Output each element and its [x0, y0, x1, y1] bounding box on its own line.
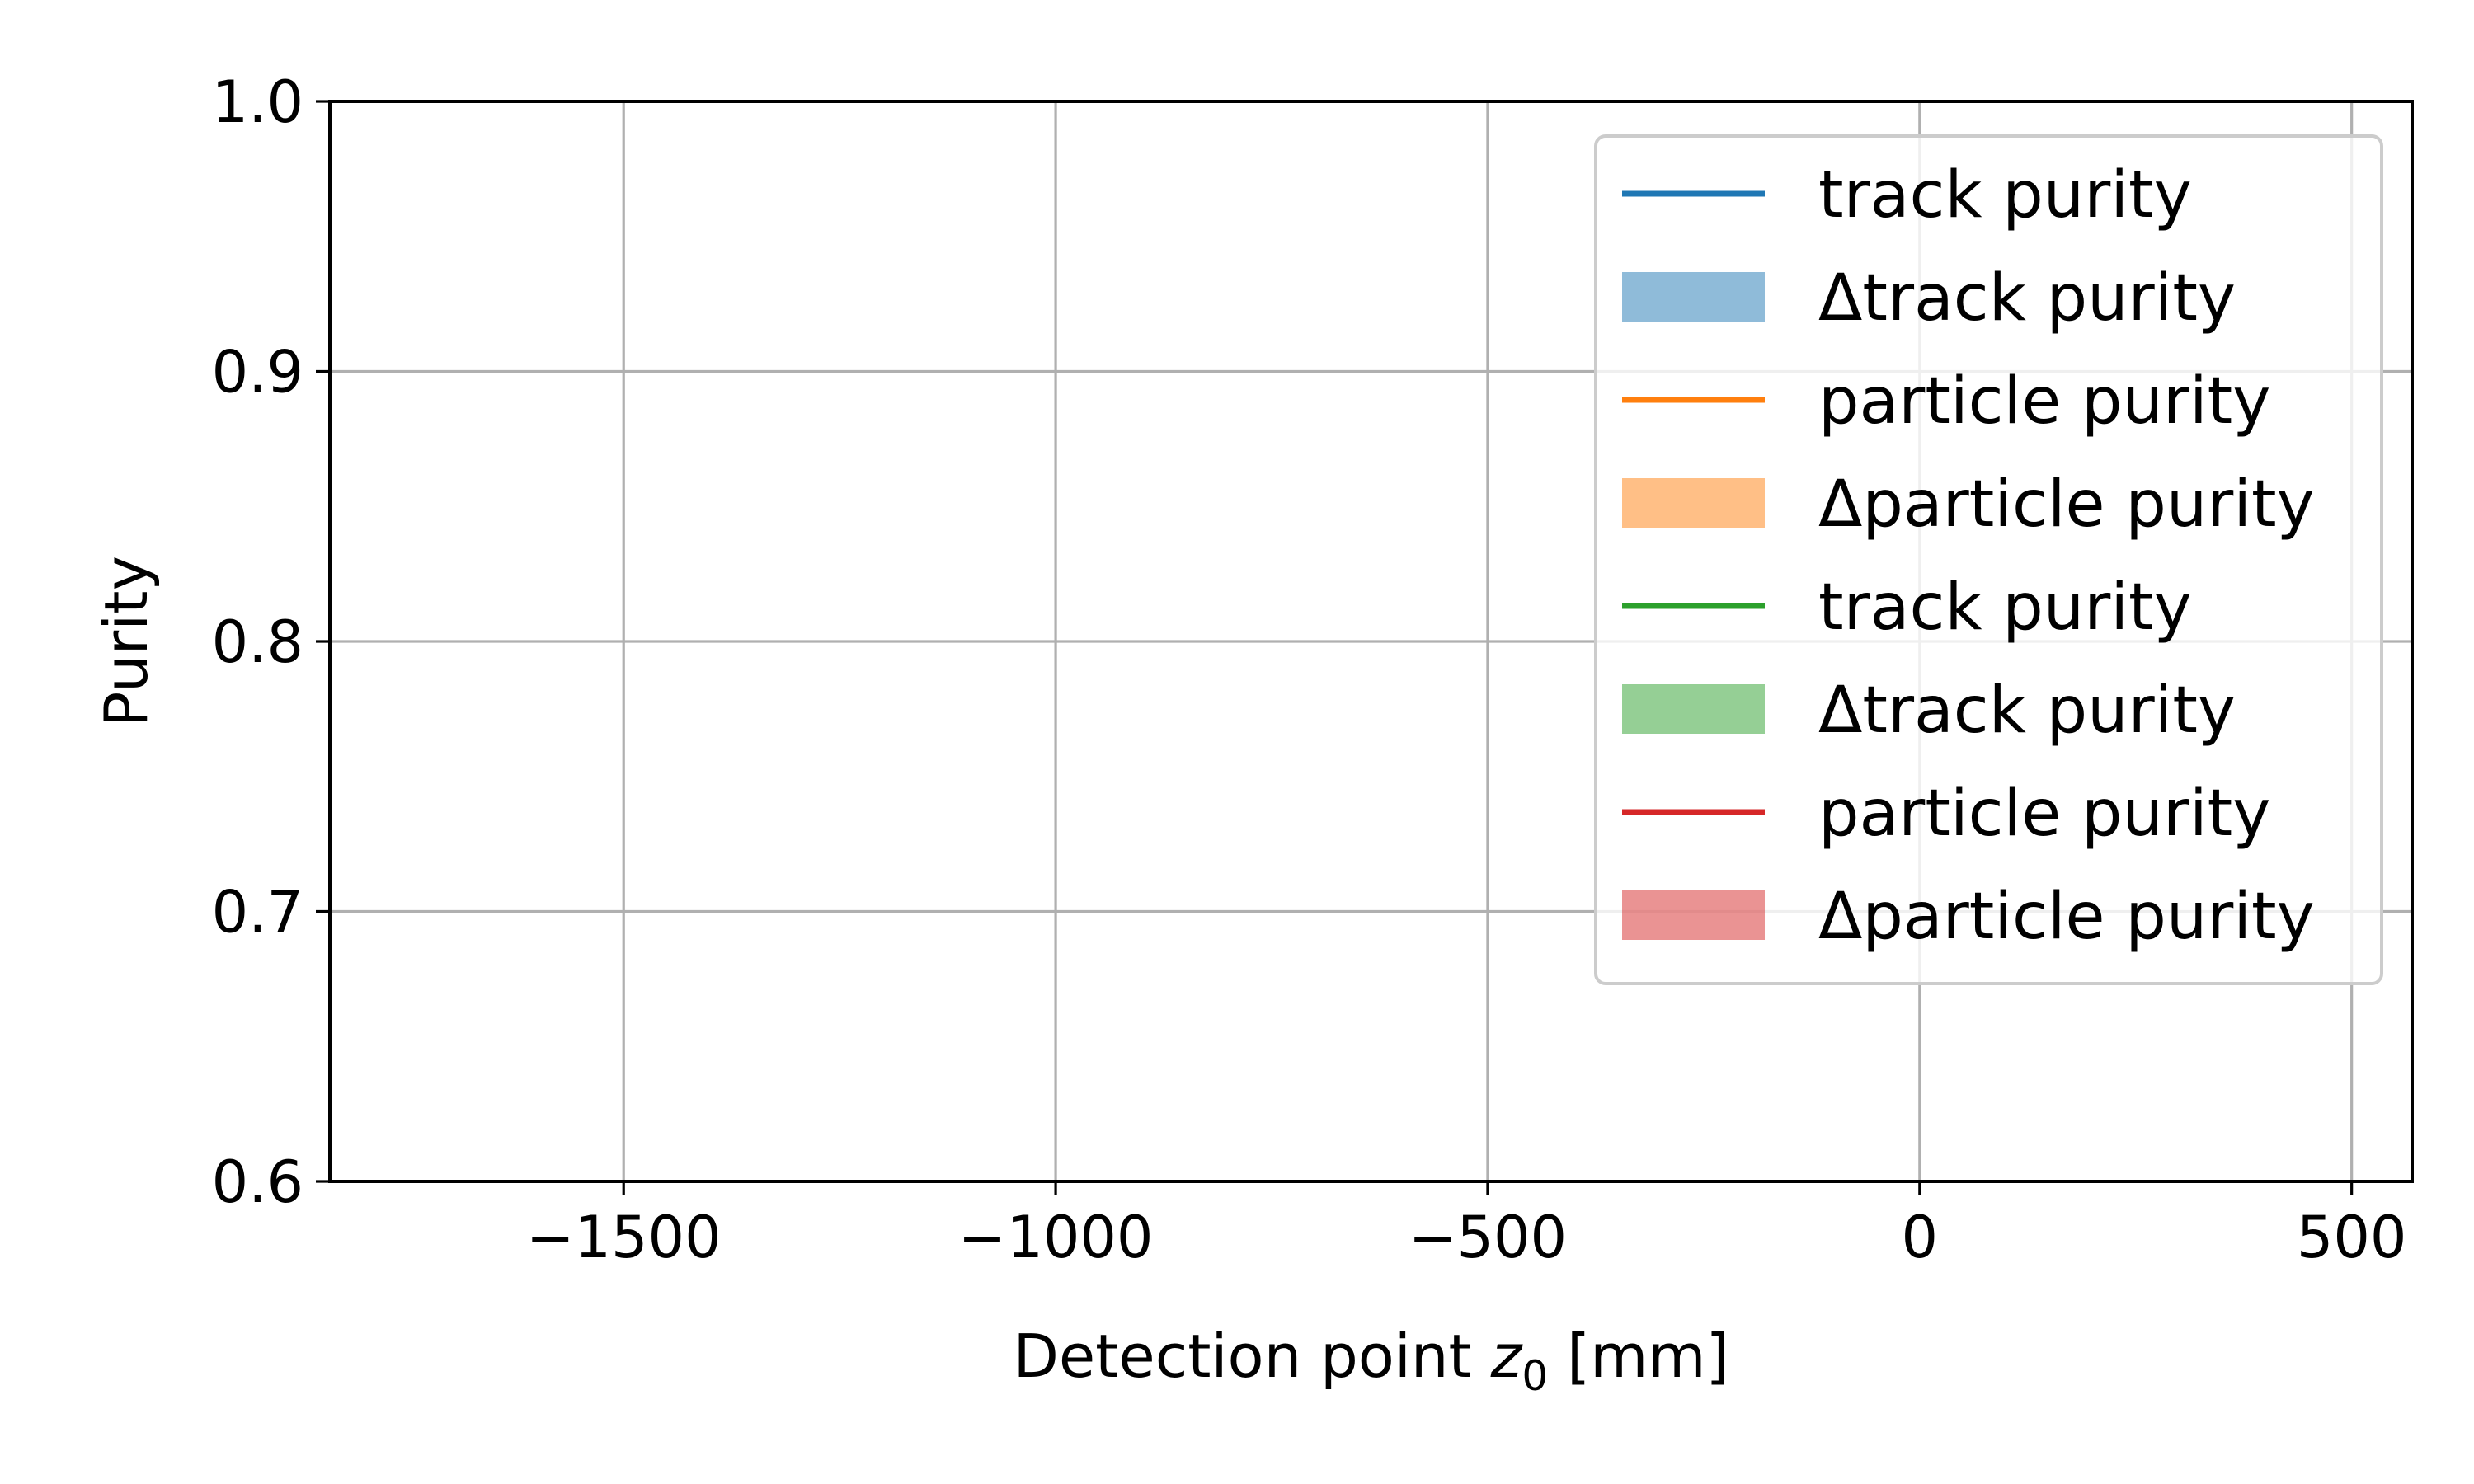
y-tick-label: 1.0 [212, 68, 303, 136]
legend: track purity Δtrack purity particle purity… [1594, 134, 2383, 985]
legend-entry-label: track purity [1818, 158, 2192, 232]
x-tick-label: −1500 [526, 1204, 722, 1271]
legend-entry-label: particle purity [1818, 777, 2270, 851]
legend-band-swatch [1622, 272, 1765, 322]
y-axis-label: Purity [92, 556, 161, 727]
y-tick-label: 0.6 [212, 1148, 303, 1216]
ticks: −1500 −1000 −500 0 500 0.6 0.7 0.8 0.9 1.0 [212, 68, 2407, 1271]
legend-entry-label: Δparticle purity [1818, 880, 2315, 954]
x-tick-label: 500 [2297, 1204, 2407, 1271]
y-tick-label: 0.7 [212, 879, 303, 946]
legend-band-swatch [1622, 684, 1765, 734]
x-axis-label: Detection point z0 [mm] [1013, 1322, 1729, 1400]
y-tick-label: 0.8 [212, 608, 303, 676]
legend-entry-label: Δtrack purity [1818, 674, 2236, 748]
legend-band-swatch [1622, 890, 1765, 940]
x-tick-label: 0 [1902, 1204, 1939, 1271]
legend-band-swatch [1622, 478, 1765, 528]
legend-entry-label: track purity [1818, 571, 2192, 645]
y-tick-label: 0.9 [212, 339, 303, 406]
legend-entry-label: Δparticle purity [1818, 467, 2315, 542]
x-tick-label: −1000 [958, 1204, 1154, 1271]
legend-entry-label: particle purity [1818, 364, 2270, 439]
legend-frame [1594, 134, 2383, 985]
legend-entry-label: Δtrack purity [1818, 261, 2236, 336]
x-tick-label: −500 [1409, 1204, 1567, 1271]
